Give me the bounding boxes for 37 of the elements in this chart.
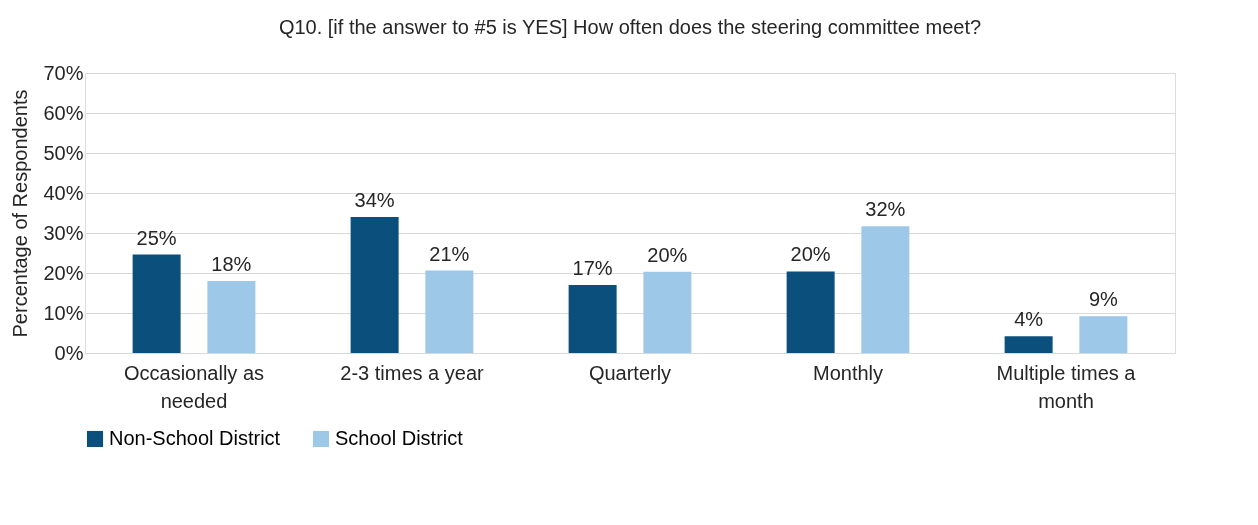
bar xyxy=(1004,336,1053,353)
x-tick-label: Quarterly xyxy=(588,361,672,384)
x-tick-label: 2-3 times a year xyxy=(340,361,485,384)
data-label: 20% xyxy=(647,243,688,266)
y-tick-label: 40% xyxy=(43,181,84,204)
bar xyxy=(568,285,617,353)
data-label: 9% xyxy=(1088,288,1119,311)
bar xyxy=(132,254,181,353)
chart-title: Q10. [if the answer to #5 is YES] How often does the steering committee meet? xyxy=(278,16,982,38)
y-tick-label: 70% xyxy=(43,61,84,84)
bar xyxy=(861,226,910,353)
y-tick-label: 0% xyxy=(54,341,84,364)
data-label: 20% xyxy=(790,243,831,266)
bar xyxy=(350,217,399,353)
y-tick-label: 50% xyxy=(43,141,84,164)
y-tick-label: 20% xyxy=(43,261,84,284)
bar xyxy=(1079,316,1128,353)
data-label: 25% xyxy=(136,226,177,249)
y-tick-label: 10% xyxy=(43,301,84,324)
y-axis-title: Percentage of Respondents xyxy=(9,89,32,338)
data-label: 34% xyxy=(354,189,395,211)
legend-label: School District xyxy=(335,427,464,449)
y-tick-label: 60% xyxy=(43,101,84,124)
bar xyxy=(425,270,474,353)
x-tick-label: Monthly xyxy=(812,361,884,384)
x-tick-label: Multiple times a month xyxy=(996,361,1137,412)
data-label: 32% xyxy=(865,198,906,221)
data-label: 21% xyxy=(429,242,470,265)
data-label: 18% xyxy=(211,253,252,275)
x-tick-label: Occasionally as needed xyxy=(123,361,265,412)
bar xyxy=(207,281,256,353)
data-label: 4% xyxy=(1014,308,1044,331)
data-label: 17% xyxy=(572,257,613,279)
legend-label: Non-School District xyxy=(109,427,281,449)
y-tick-label: 30% xyxy=(43,221,84,244)
bar xyxy=(786,271,835,353)
bar xyxy=(643,271,692,353)
